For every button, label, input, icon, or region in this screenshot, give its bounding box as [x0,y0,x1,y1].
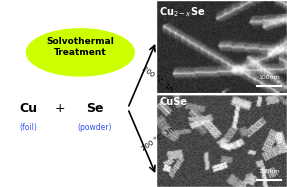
Text: Cu: Cu [20,102,38,115]
Text: 100nm: 100nm [258,169,280,174]
Text: 200 °C, 1h: 200 °C, 1h [141,64,174,93]
Bar [156,94,287,187]
Text: Se: Se [86,102,103,115]
Text: Solvothermal
Treatment: Solvothermal Treatment [46,37,114,57]
Text: Cu$_{2-x}$Se: Cu$_{2-x}$Se [159,6,206,19]
Text: CuSe: CuSe [159,97,187,107]
Text: (foil): (foil) [20,123,38,132]
Ellipse shape [26,28,135,77]
Bar [156,0,287,94]
Text: +: + [55,102,66,115]
Text: (powder): (powder) [77,123,112,132]
Text: 200 °C, 3h: 200 °C, 3h [140,125,174,152]
Text: 100nm: 100nm [258,75,280,80]
